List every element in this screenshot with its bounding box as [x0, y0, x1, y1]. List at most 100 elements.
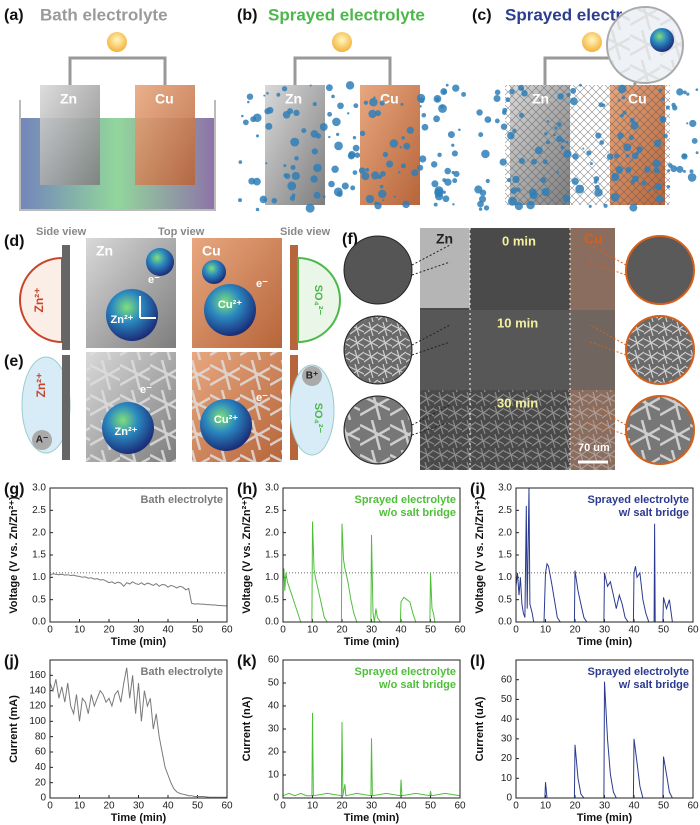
y-tick-label: 1.0: [32, 572, 46, 583]
droplet-side: [297, 256, 341, 344]
droplets: [474, 83, 699, 212]
droplet: [347, 112, 350, 115]
droplet: [477, 200, 484, 208]
time-label: 10 min: [497, 315, 538, 330]
droplet-side: [289, 364, 335, 456]
x-tick-label: 50: [658, 625, 670, 636]
droplet: [570, 87, 577, 94]
droplet: [419, 105, 422, 108]
droplet: [509, 88, 515, 95]
ion-label: Zn²⁺: [34, 373, 48, 398]
panel-e: (e) Zn²⁺ A⁻ Zn²⁺ e⁻ Cu²⁺ e⁻ B⁺ SO₄²⁻: [4, 352, 335, 462]
droplet: [331, 94, 335, 99]
y-tick-label: 2.5: [498, 505, 512, 516]
droplet: [510, 187, 518, 194]
y-tick-label: 0.5: [265, 594, 279, 605]
x-tick-label: 30: [599, 625, 611, 636]
plot-frame: [282, 487, 461, 623]
droplet: [393, 195, 396, 198]
y-tick-label: 30: [501, 733, 513, 744]
droplet: [241, 114, 244, 118]
droplet: [586, 150, 592, 156]
droplet: [499, 158, 507, 166]
panel-label: (e): [4, 353, 24, 370]
panel-label: (l): [470, 653, 485, 670]
time-label: 0 min: [502, 233, 536, 248]
y-tick-label: 0: [506, 793, 512, 804]
droplet: [667, 169, 671, 172]
plot-frame: [515, 487, 694, 623]
panel-label: (a): [4, 7, 24, 24]
x-tick-label: 60: [687, 625, 699, 636]
y-tick-label: 60: [268, 655, 280, 666]
droplet: [290, 164, 296, 170]
panel-label: (g): [4, 481, 24, 498]
droplet: [416, 93, 426, 103]
droplet: [566, 92, 571, 97]
droplet: [628, 135, 634, 141]
annotation: w/ salt bridge: [618, 679, 689, 691]
droplet: [540, 177, 547, 183]
droplet: [266, 92, 269, 95]
x-axis-label: Time (min): [577, 812, 633, 824]
droplet: [617, 84, 627, 94]
annotation: Sprayed electrolyte: [588, 494, 690, 506]
droplet: [508, 196, 517, 206]
droplet: [311, 148, 318, 155]
droplet: [255, 207, 260, 212]
y-tick-label: 1.0: [265, 572, 279, 583]
droplet: [606, 153, 614, 160]
droplet: [614, 153, 620, 159]
droplet: [265, 162, 268, 165]
y-tick-label: 2.0: [498, 527, 512, 538]
y-tick-label: 0: [40, 793, 46, 804]
y-tick-label: 50: [268, 678, 280, 689]
x-tick-label: 50: [192, 801, 204, 812]
x-tick-label: 10: [540, 625, 552, 636]
droplet: [328, 180, 335, 188]
droplet: [644, 166, 651, 173]
strip-label: Cu: [584, 231, 603, 247]
droplet: [398, 171, 401, 174]
droplet: [683, 90, 687, 95]
x-tick-label: 30: [599, 801, 611, 812]
droplet: [514, 202, 524, 211]
y-tick-label: 20: [501, 753, 513, 764]
x-tick-label: 60: [221, 625, 233, 636]
droplet: [655, 195, 664, 203]
y-tick-label: 30: [268, 724, 280, 735]
x-tick-label: 50: [192, 625, 204, 636]
annotation: Bath electrolyte: [140, 666, 223, 678]
droplet: [276, 92, 281, 97]
droplet: [531, 158, 537, 165]
y-tick-label: 1.5: [32, 550, 46, 561]
x-tick-label: 10: [540, 801, 552, 812]
x-tick-label: 0: [513, 625, 519, 636]
x-tick-label: 60: [221, 801, 233, 812]
droplet: [202, 260, 226, 284]
electrode-label: Zn: [285, 91, 302, 107]
tile-label: Cu: [202, 243, 221, 259]
droplet: [691, 138, 698, 144]
droplet: [350, 185, 356, 191]
y-tick-label: 50: [501, 694, 513, 705]
x-tick-label: 40: [162, 801, 174, 812]
y-tick-label: 60: [501, 674, 513, 685]
zn-strip: [420, 228, 470, 308]
droplet: [200, 399, 252, 451]
droplet: [434, 186, 444, 196]
x-tick-label: 0: [47, 625, 53, 636]
droplet: [305, 203, 315, 213]
ion-label: Zn²⁺: [115, 426, 138, 438]
panel-label: (j): [4, 653, 19, 670]
droplet: [452, 203, 455, 206]
droplet: [310, 175, 318, 183]
x-axis-label: Time (min): [111, 636, 167, 648]
x-tick-label: 20: [336, 801, 348, 812]
ion-label: SO₄²⁻: [312, 403, 324, 434]
droplet: [625, 154, 630, 158]
droplet: [406, 126, 414, 134]
droplet: [290, 137, 300, 147]
droplet: [484, 116, 492, 123]
droplet: [622, 110, 627, 115]
